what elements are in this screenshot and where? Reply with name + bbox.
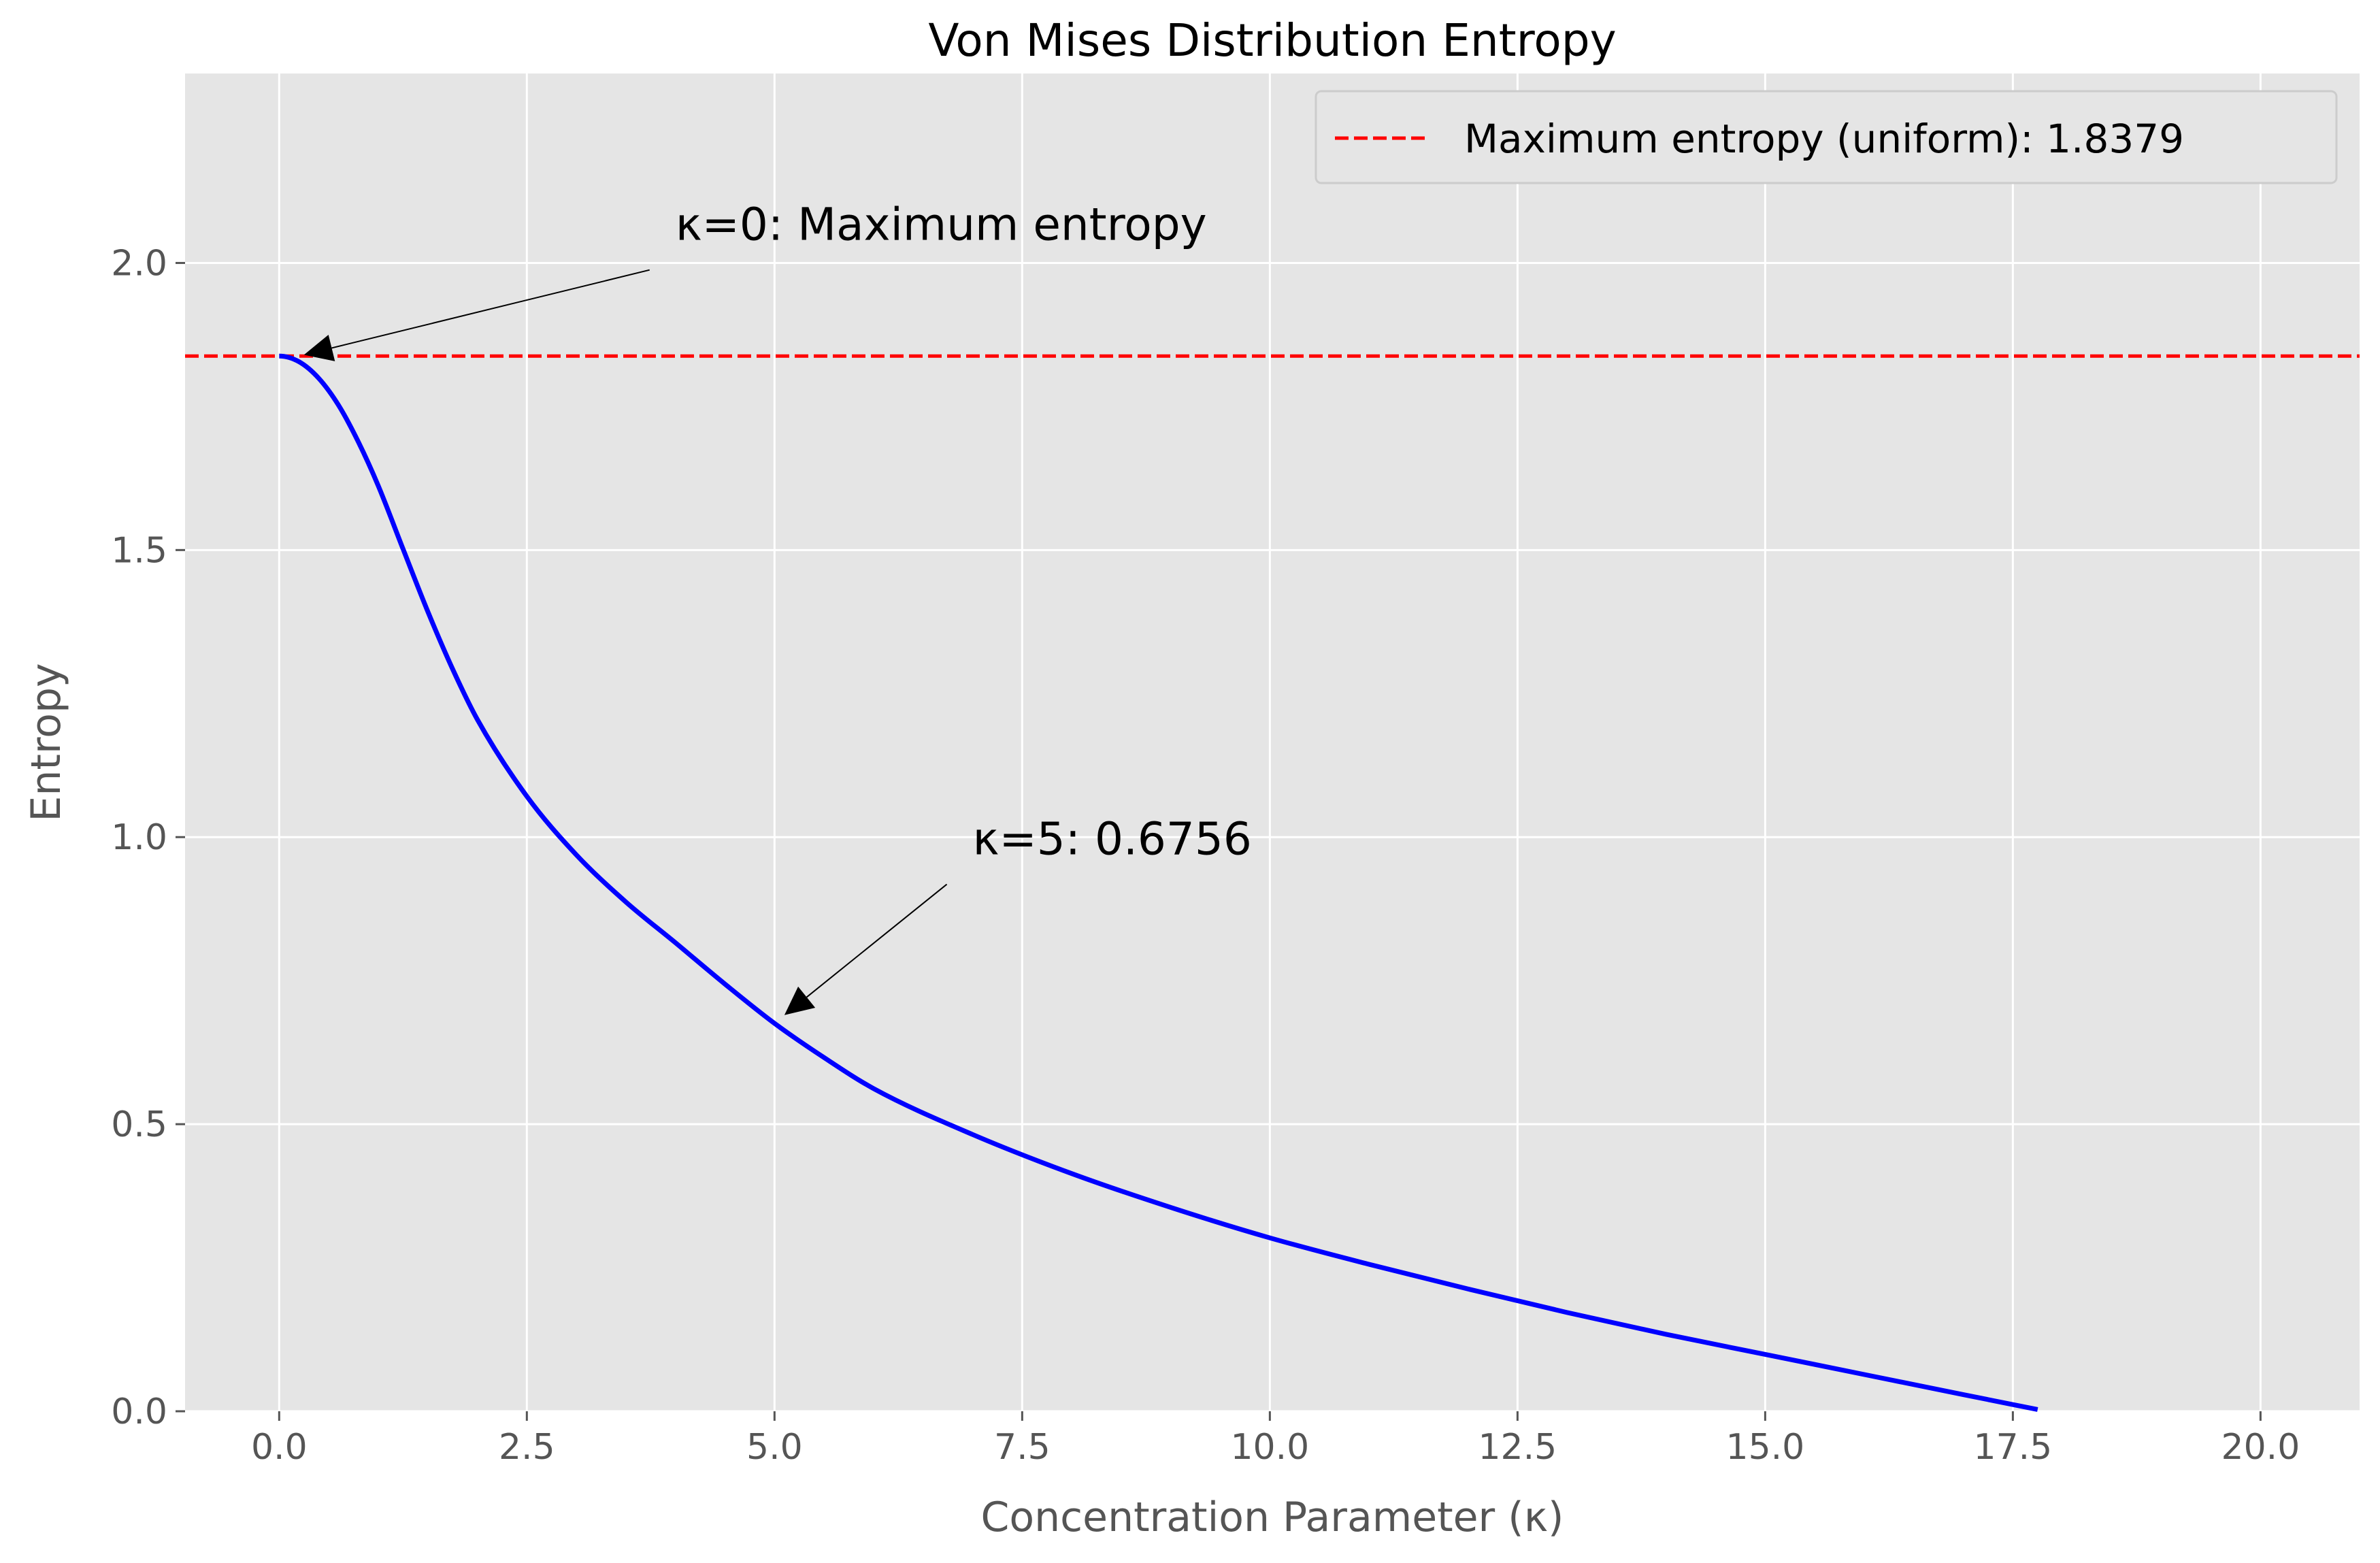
legend-box	[1315, 90, 2338, 184]
annotation-text: κ=0: Maximum entropy	[676, 199, 1207, 251]
annotations: κ=0: Maximum entropy κ=5: 0.6756	[303, 199, 1252, 1015]
x-tick-label: 5.0	[746, 1427, 803, 1468]
annotation-text: κ=5: 0.6756	[973, 813, 1252, 866]
legend-label-max-entropy: Maximum entropy (uniform): 1.8379	[1464, 116, 2184, 162]
annotation-arrow-head	[303, 335, 335, 361]
grid	[185, 73, 2360, 1413]
y-tick-label: 0.5	[111, 1104, 167, 1145]
y-axis-label: Entropy	[22, 663, 70, 821]
legend: Maximum entropy (uniform): 1.8379	[1315, 90, 2338, 184]
y-tick-label: 0.0	[111, 1392, 167, 1432]
x-tick-label: 17.5	[1973, 1427, 2052, 1468]
y-axis: 0.0 0.5 1.0 1.5 2.0	[111, 243, 185, 1432]
y-tick-label: 1.5	[111, 530, 167, 571]
entropy-curve	[279, 353, 2038, 1412]
x-tick-label: 20.0	[2221, 1427, 2300, 1468]
y-tick-label: 1.0	[111, 817, 167, 858]
x-tick-label: 10.0	[1230, 1427, 1309, 1468]
chart-title: Von Mises Distribution Entropy	[928, 14, 1616, 67]
plot-background	[185, 73, 2360, 1411]
annotation-arrow-line	[331, 269, 650, 349]
x-tick-label: 12.5	[1478, 1427, 1557, 1468]
x-tick-label: 2.5	[499, 1427, 555, 1468]
x-tick-label: 7.5	[994, 1427, 1051, 1468]
series-layer	[185, 353, 2360, 1412]
x-tick-label: 15.0	[1725, 1427, 1804, 1468]
y-tick-label: 2.0	[111, 243, 167, 284]
x-tick-label: 0.0	[251, 1427, 308, 1468]
x-axis: 0.0 2.5 5.0 7.5 10.0 12.5 15.0 17.5 20.0	[251, 1411, 2300, 1468]
annotation-arrow-line	[806, 883, 948, 998]
annotation-arrow-head	[784, 986, 816, 1015]
x-axis-label: Concentration Parameter (κ)	[981, 1494, 1564, 1541]
